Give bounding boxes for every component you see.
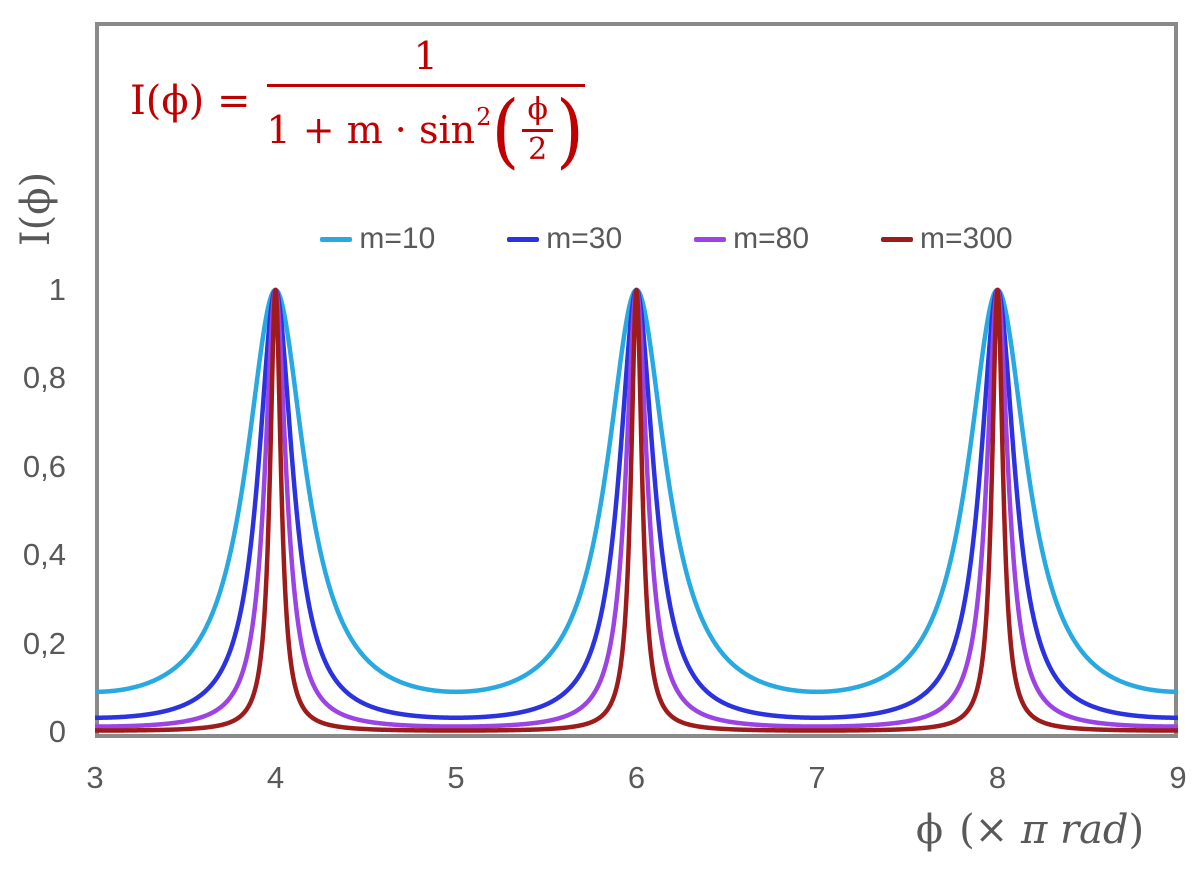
y-axis-title: I(ϕ) bbox=[13, 171, 59, 247]
curve-m-80 bbox=[95, 287, 1178, 729]
legend-label: m=10 bbox=[359, 222, 436, 255]
legend-item-m-300: m=300 bbox=[881, 222, 1013, 256]
legend-label: m=30 bbox=[546, 222, 623, 255]
x-tick-label: 5 bbox=[447, 760, 465, 795]
close-paren: ) bbox=[555, 82, 585, 178]
x-axis-title-open: (× bbox=[959, 807, 1009, 853]
legend-dash-icon bbox=[694, 236, 727, 242]
legend-item-m-30: m=30 bbox=[507, 222, 622, 256]
formula-numerator: 1 bbox=[266, 34, 586, 87]
x-tick-label: 6 bbox=[627, 760, 646, 795]
y-tick-label: 1 bbox=[48, 272, 66, 307]
plot-border bbox=[95, 22, 1178, 738]
y-tick-label: 0,8 bbox=[22, 360, 66, 396]
legend-label: m=80 bbox=[733, 222, 810, 255]
legend-label: m=300 bbox=[920, 222, 1013, 255]
open-paren: ( bbox=[491, 82, 520, 178]
formula-lhs: I(ϕ) = bbox=[130, 77, 251, 124]
legend: m=10 m=30 m=80 m=300 bbox=[95, 222, 1178, 256]
curve-m-30 bbox=[95, 287, 1178, 720]
y-tick-label: 0,6 bbox=[22, 448, 66, 484]
x-axis-title-close: ) bbox=[1128, 807, 1145, 853]
x-axis-title-phi: ϕ bbox=[915, 807, 944, 853]
x-tick-label: 9 bbox=[1169, 760, 1187, 795]
x-tick-label: 7 bbox=[808, 760, 826, 795]
formula-fraction: 1 1 + m · sin 2(ϕ 2) bbox=[266, 34, 586, 171]
y-tick-label: 0 bbox=[48, 714, 66, 749]
x-tick-label: 8 bbox=[988, 760, 1007, 795]
plot-area bbox=[95, 22, 1178, 738]
formula-superscript: 2 bbox=[476, 103, 492, 131]
inner-numerator: ϕ bbox=[522, 92, 553, 132]
x-axis-title: ϕ (× π rad) bbox=[875, 802, 1185, 858]
x-tick-label: 4 bbox=[266, 760, 285, 795]
inner-denominator: 2 bbox=[528, 131, 548, 167]
x-tick-label: 3 bbox=[86, 760, 104, 795]
legend-item-m-80: m=80 bbox=[694, 222, 809, 256]
legend-dash-icon bbox=[320, 236, 353, 242]
formula-denominator: 1 + m · sin 2(ϕ 2) bbox=[266, 87, 586, 171]
formula: I(ϕ) = 1 1 + m · sin 2(ϕ 2) bbox=[130, 34, 586, 171]
formula-denominator-text: 1 + m · sin bbox=[266, 108, 476, 152]
legend-item-m-10: m=10 bbox=[320, 222, 435, 256]
y-tick-label: 0,4 bbox=[22, 537, 66, 573]
curve-m-300 bbox=[95, 287, 1178, 733]
y-tick-label: 0,2 bbox=[22, 625, 66, 661]
legend-dash-icon bbox=[881, 236, 914, 242]
legend-dash-icon bbox=[507, 236, 540, 242]
x-axis-title-math: π rad bbox=[1008, 807, 1129, 853]
